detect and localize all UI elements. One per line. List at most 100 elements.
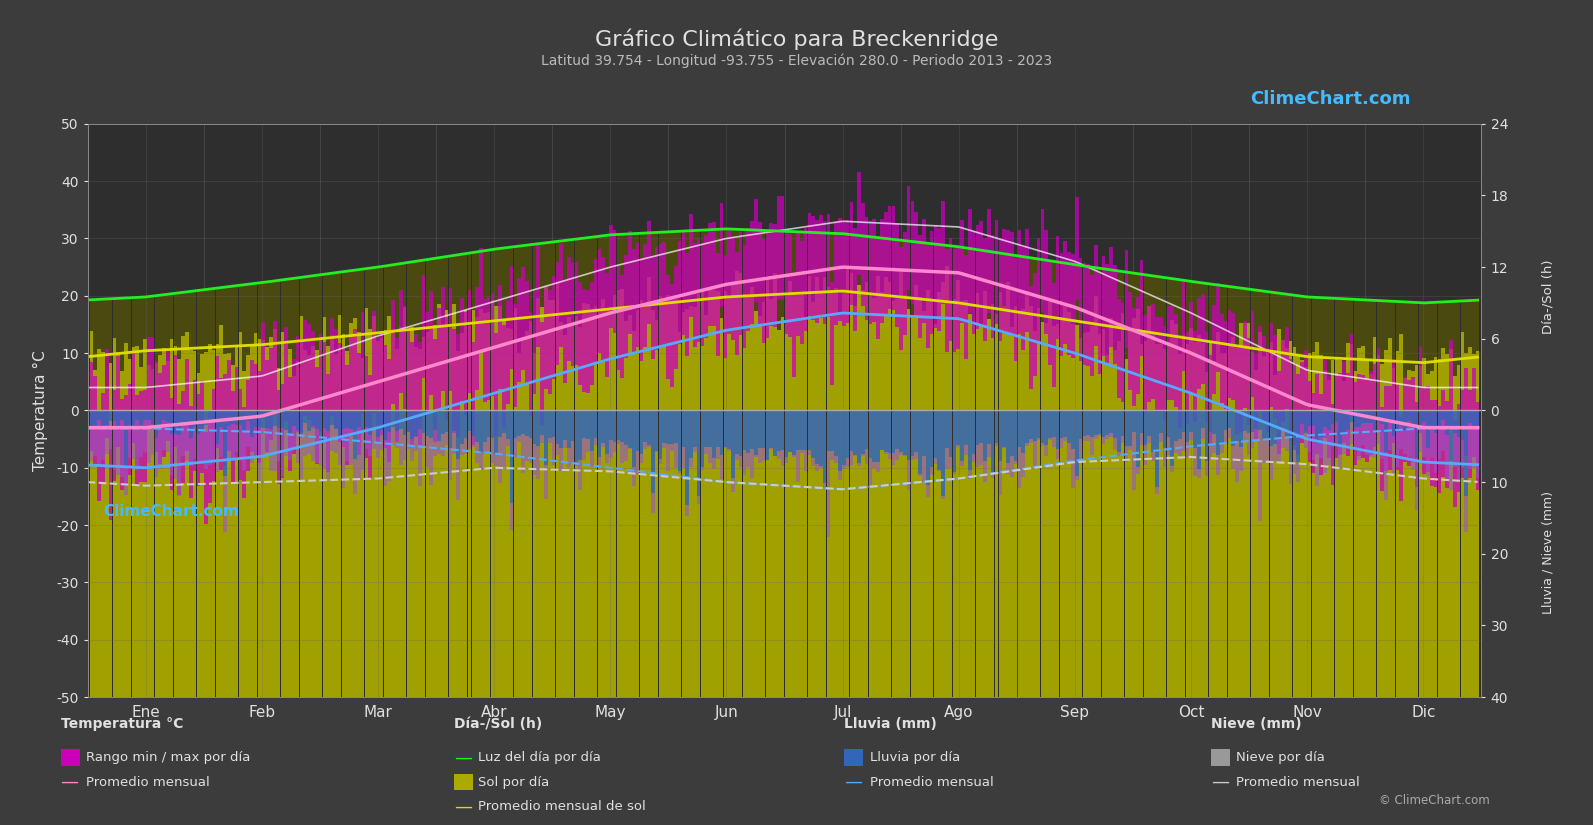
Bar	[456, 459, 460, 500]
Bar	[223, 287, 226, 697]
Bar	[540, 323, 543, 426]
Bar	[830, 233, 835, 697]
Bar	[575, 462, 578, 466]
Bar	[319, 334, 322, 431]
Bar	[436, 309, 441, 412]
Bar	[113, 411, 116, 421]
Bar	[1152, 411, 1155, 452]
Bar	[360, 312, 365, 414]
Bar	[1235, 348, 1239, 697]
Bar	[1308, 381, 1311, 462]
Bar	[830, 293, 835, 697]
Bar	[789, 232, 792, 697]
Bar	[720, 318, 723, 697]
Bar	[753, 230, 758, 697]
Bar	[452, 431, 456, 454]
Bar	[742, 450, 746, 474]
Bar	[991, 252, 994, 697]
Bar	[835, 222, 838, 325]
Bar	[155, 438, 158, 477]
Bar	[1059, 411, 1063, 438]
Bar	[228, 353, 231, 697]
Bar	[789, 411, 792, 452]
Bar	[444, 317, 448, 420]
Bar	[1201, 411, 1204, 428]
Bar	[1437, 406, 1442, 493]
Bar	[335, 428, 338, 453]
Bar	[1037, 238, 1040, 341]
Bar	[247, 285, 250, 697]
Bar	[1083, 411, 1086, 436]
Bar	[865, 449, 868, 464]
Bar	[395, 411, 398, 431]
Bar	[1442, 411, 1445, 420]
Bar	[551, 300, 556, 697]
Bar	[830, 282, 835, 385]
Bar	[666, 295, 671, 697]
Bar	[690, 411, 693, 459]
Bar	[545, 464, 548, 499]
Bar	[1235, 288, 1239, 697]
Bar	[1431, 430, 1434, 458]
Bar	[330, 335, 335, 697]
Bar	[215, 343, 220, 697]
Bar	[922, 456, 926, 482]
Bar	[747, 228, 750, 331]
Bar	[586, 238, 589, 697]
Bar	[1002, 305, 1005, 697]
Bar	[258, 339, 261, 697]
Bar	[373, 267, 376, 697]
Bar	[628, 411, 632, 448]
Bar	[1190, 328, 1193, 697]
Bar	[1273, 335, 1278, 418]
Bar	[1098, 268, 1101, 697]
Bar	[777, 330, 781, 697]
Bar	[526, 280, 529, 384]
Bar	[174, 346, 177, 697]
Bar	[277, 390, 280, 484]
Bar	[280, 332, 284, 697]
Bar	[980, 325, 983, 697]
Bar	[1174, 441, 1177, 453]
Bar	[433, 411, 436, 431]
Bar	[1475, 428, 1480, 478]
Bar	[1109, 318, 1114, 697]
Bar	[1469, 423, 1472, 469]
Bar	[392, 411, 395, 427]
Bar	[1070, 324, 1075, 697]
Bar	[143, 390, 147, 482]
Bar	[1190, 281, 1193, 697]
Bar	[559, 241, 562, 697]
Bar	[315, 411, 319, 429]
Bar	[452, 304, 456, 697]
Bar	[185, 425, 188, 460]
Bar	[953, 411, 956, 472]
Bar	[155, 363, 158, 697]
Bar	[792, 232, 796, 697]
Bar	[1362, 299, 1365, 697]
Bar	[914, 212, 918, 315]
Bar	[1064, 241, 1067, 344]
Bar	[433, 258, 436, 697]
Bar	[177, 411, 182, 435]
Bar	[414, 411, 417, 436]
Bar	[384, 266, 387, 697]
Bar	[873, 219, 876, 322]
Bar	[105, 387, 108, 697]
Text: —: —	[454, 798, 472, 816]
Bar	[887, 239, 892, 697]
Bar	[384, 440, 387, 486]
Bar	[663, 301, 666, 697]
Bar	[491, 438, 494, 463]
Bar	[135, 346, 139, 697]
Bar	[1239, 411, 1243, 447]
Bar	[540, 411, 543, 436]
Bar	[212, 422, 215, 461]
Bar	[750, 230, 753, 697]
Bar	[1239, 345, 1243, 431]
Bar	[1349, 411, 1354, 422]
Bar	[1442, 348, 1445, 697]
Bar	[1362, 423, 1365, 445]
Bar	[983, 290, 986, 697]
Bar	[1258, 430, 1262, 521]
